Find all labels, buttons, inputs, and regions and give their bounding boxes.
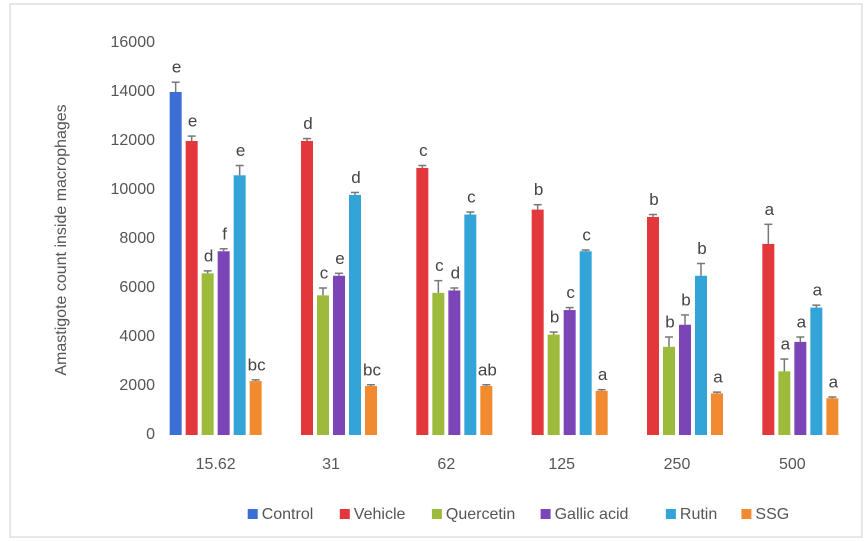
bar bbox=[778, 371, 791, 435]
significance-letter: bc bbox=[363, 360, 381, 379]
legend-swatch bbox=[741, 509, 752, 519]
bar bbox=[762, 243, 775, 435]
significance-letter: ab bbox=[478, 360, 497, 379]
legend-label: Control bbox=[262, 506, 314, 523]
significance-letter: d bbox=[451, 263, 460, 282]
y-axis-label: Amastigote count inside macrophages bbox=[53, 104, 70, 375]
significance-letter: a bbox=[765, 200, 775, 219]
legend-label: Rutin bbox=[680, 506, 717, 523]
significance-letter: c bbox=[582, 226, 591, 245]
bar bbox=[547, 334, 560, 435]
bar bbox=[185, 141, 198, 435]
bar bbox=[531, 209, 544, 435]
bar bbox=[579, 251, 592, 435]
bar bbox=[169, 92, 182, 435]
legend-swatch bbox=[665, 509, 676, 519]
x-tick-label: 15.62 bbox=[196, 456, 236, 473]
significance-letter: f bbox=[222, 224, 227, 243]
significance-letter: c bbox=[435, 256, 444, 275]
significance-letter: e bbox=[236, 141, 245, 160]
significance-letter: b bbox=[550, 308, 559, 327]
legend-label: Quercetin bbox=[446, 506, 515, 523]
bar bbox=[448, 290, 461, 435]
bar bbox=[464, 214, 477, 435]
significance-letter: e bbox=[172, 58, 181, 77]
significance-letter: e bbox=[335, 249, 344, 268]
y-tick-label: 16000 bbox=[111, 34, 156, 51]
y-tick-label: 6000 bbox=[119, 279, 155, 296]
bar bbox=[249, 381, 262, 435]
bar bbox=[663, 346, 675, 435]
y-tick-label: 10000 bbox=[111, 181, 156, 198]
bar bbox=[647, 216, 659, 435]
bar bbox=[365, 386, 377, 435]
bar bbox=[201, 273, 214, 435]
bar bbox=[233, 175, 246, 436]
bar bbox=[416, 167, 429, 435]
legend-swatch bbox=[247, 509, 258, 519]
significance-letter: a bbox=[813, 281, 823, 300]
significance-letter: c bbox=[467, 188, 476, 207]
y-tick-label: 4000 bbox=[119, 328, 155, 345]
x-tick-label: 125 bbox=[548, 456, 575, 473]
significance-letter: a bbox=[781, 335, 791, 354]
x-tick-label: 31 bbox=[322, 456, 340, 473]
significance-letter: a bbox=[829, 373, 839, 392]
significance-letter: b bbox=[697, 239, 706, 258]
y-tick-label: 8000 bbox=[119, 230, 155, 247]
significance-letter: a bbox=[713, 368, 723, 387]
significance-letter: d bbox=[303, 114, 312, 133]
significance-letter: a bbox=[598, 365, 608, 384]
legend-swatch bbox=[339, 509, 350, 519]
bar bbox=[679, 324, 691, 435]
significance-letter: d bbox=[204, 246, 213, 265]
y-tick-label: 14000 bbox=[111, 83, 156, 100]
significance-letter: c bbox=[419, 141, 428, 160]
bar bbox=[333, 275, 345, 435]
bar bbox=[432, 292, 445, 435]
bar bbox=[794, 341, 807, 435]
y-tick-label: 12000 bbox=[111, 132, 156, 149]
x-tick-label: 62 bbox=[437, 456, 455, 473]
significance-letter: c bbox=[566, 283, 575, 302]
legend-label: Gallic acid bbox=[555, 506, 629, 523]
y-tick-label: 0 bbox=[146, 426, 155, 443]
bar bbox=[349, 194, 361, 435]
bar bbox=[301, 141, 313, 435]
significance-letter: bc bbox=[248, 355, 266, 374]
legend-label: SSG bbox=[755, 506, 789, 523]
significance-letter: b bbox=[649, 190, 658, 209]
significance-letter: b bbox=[665, 312, 674, 331]
significance-letter: e bbox=[188, 112, 197, 131]
x-tick-label: 500 bbox=[779, 456, 806, 473]
significance-letter: b bbox=[534, 180, 543, 199]
legend-swatch bbox=[540, 509, 551, 519]
legend-swatch bbox=[431, 509, 442, 519]
bar bbox=[217, 251, 230, 435]
significance-letter: c bbox=[320, 263, 329, 282]
y-tick-label: 2000 bbox=[119, 377, 155, 394]
significance-letter: d bbox=[351, 168, 360, 187]
legend-label: Vehicle bbox=[354, 506, 406, 523]
bar bbox=[563, 310, 576, 435]
bar bbox=[711, 393, 723, 435]
significance-letter: a bbox=[797, 312, 807, 331]
significance-letter: b bbox=[681, 290, 690, 309]
bar bbox=[480, 386, 493, 435]
bar bbox=[826, 398, 839, 435]
bar bbox=[317, 295, 329, 435]
bar bbox=[810, 307, 823, 435]
bar bbox=[695, 275, 707, 435]
bar bbox=[595, 390, 608, 435]
chart-frame bbox=[9, 3, 863, 538]
x-tick-label: 250 bbox=[664, 456, 691, 473]
